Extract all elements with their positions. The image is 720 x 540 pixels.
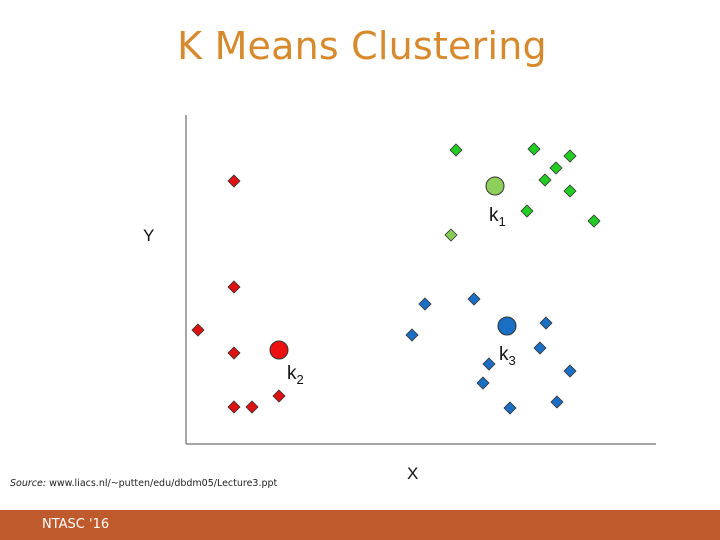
green-point xyxy=(587,214,601,228)
centroid-label-k3: k3 xyxy=(499,344,516,368)
blue-point xyxy=(467,292,481,306)
green-point xyxy=(563,184,577,198)
blue-point xyxy=(418,297,432,311)
centroid-k3 xyxy=(497,316,517,336)
red-point xyxy=(227,280,241,294)
red-point xyxy=(227,346,241,360)
green-point xyxy=(527,142,541,156)
y-axis-label: Y xyxy=(143,226,155,245)
x-axis-label: X xyxy=(407,464,419,483)
blue-point xyxy=(405,328,419,342)
blue-point xyxy=(482,357,496,371)
green-point xyxy=(538,173,552,187)
source-prefix: Source: xyxy=(10,478,47,489)
footer-divider xyxy=(0,502,720,510)
red-point xyxy=(272,389,286,403)
green-point xyxy=(563,149,577,163)
light-green-point xyxy=(444,228,458,242)
footer-band: NTASC '16 xyxy=(0,510,720,540)
source-text: www.liacs.nl/~putten/edu/dbdm05/Lecture3… xyxy=(49,478,278,489)
blue-point xyxy=(533,341,547,355)
blue-point xyxy=(539,316,553,330)
source-citation: Source: www.liacs.nl/~putten/edu/dbdm05/… xyxy=(10,478,277,489)
centroid-k2 xyxy=(269,340,289,360)
green-point xyxy=(449,143,463,157)
centroid-label-k1: k1 xyxy=(489,205,506,229)
slide-title: K Means Clustering xyxy=(177,24,547,68)
green-point xyxy=(549,161,563,175)
blue-point xyxy=(476,376,490,390)
green-point xyxy=(520,204,534,218)
red-point xyxy=(227,400,241,414)
red-point xyxy=(191,323,205,337)
centroid-label-k2: k2 xyxy=(287,363,304,387)
blue-point xyxy=(503,401,517,415)
blue-point xyxy=(550,395,564,409)
footer-text: NTASC '16 xyxy=(42,517,110,532)
red-point xyxy=(245,400,259,414)
red-point xyxy=(227,174,241,188)
centroid-k1 xyxy=(485,176,505,196)
blue-point xyxy=(563,364,577,378)
